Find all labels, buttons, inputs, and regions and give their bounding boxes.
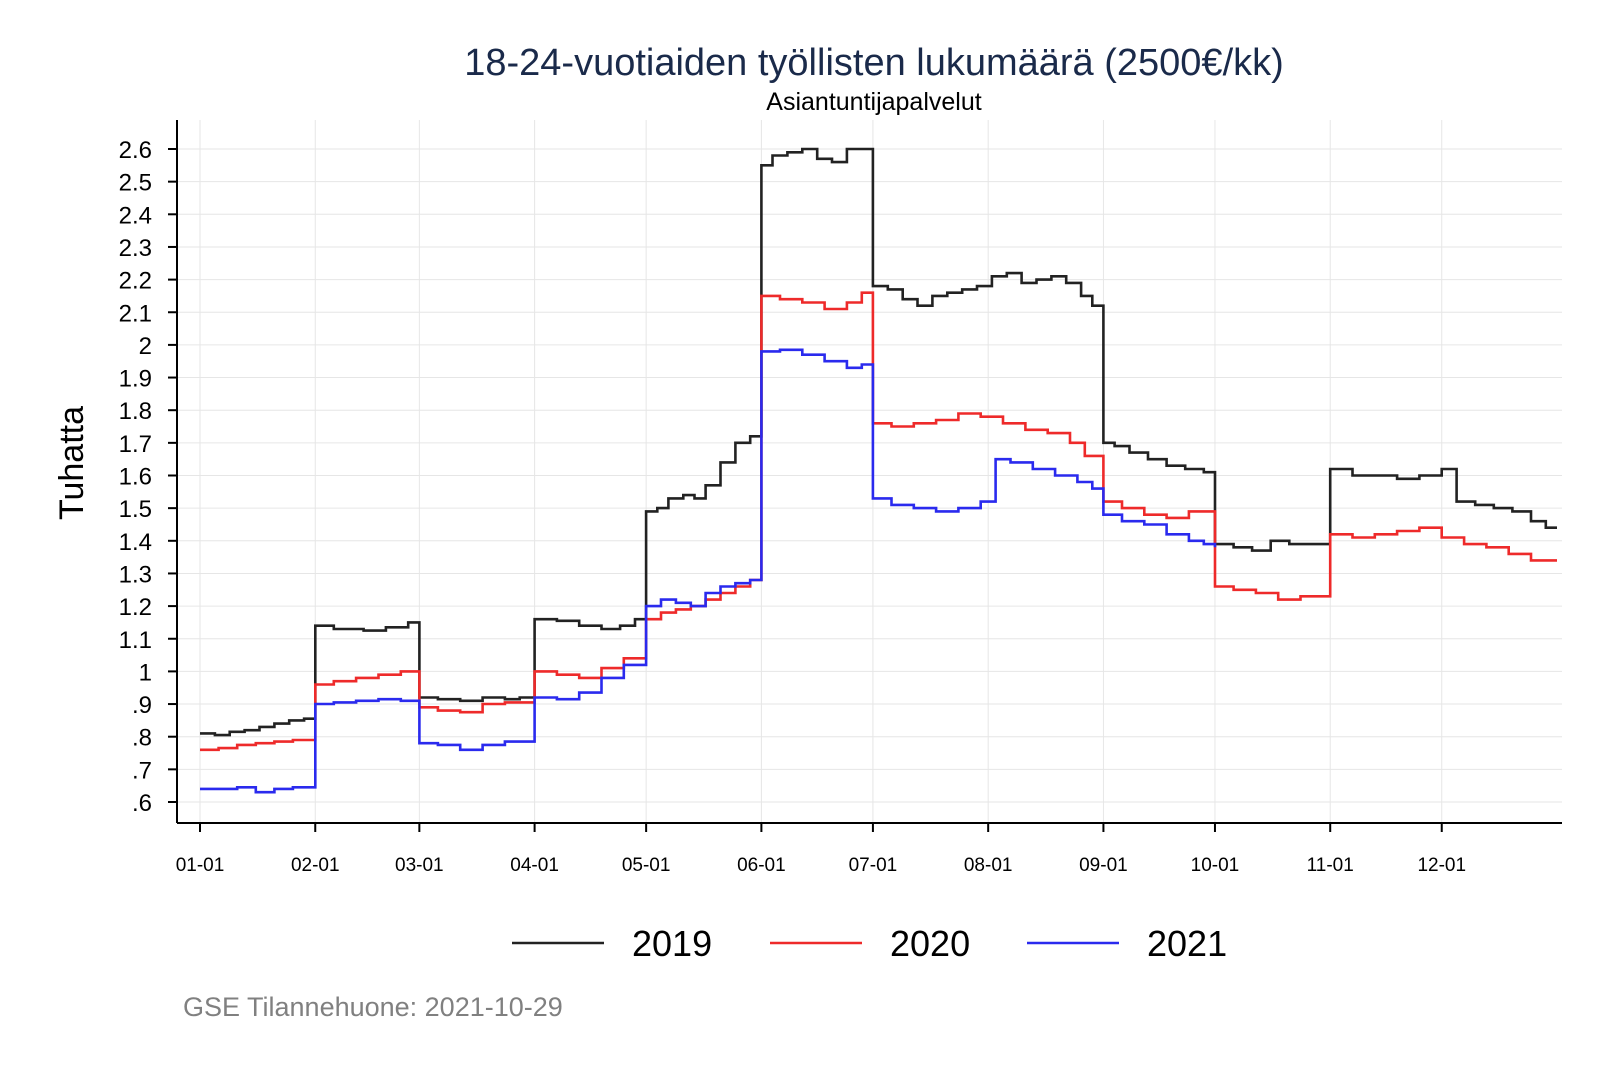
- y-axis-ticks: .6 .7 .8 .9 1 1.1 1.2 1.3 1.4 1.5 1.6 1.7 1.8 1.9 2 2.1…: [119, 137, 177, 817]
- y-tick-label: 2.1: [119, 300, 152, 327]
- y-tick-label: 1: [139, 659, 152, 686]
- grid: [177, 120, 1562, 823]
- x-tick-label: 09-01: [1079, 855, 1128, 876]
- y-tick-label: 2.3: [119, 235, 152, 262]
- y-tick-label: 2.4: [119, 202, 152, 229]
- y-tick-label: .7: [132, 757, 152, 784]
- y-tick-label: 1.8: [119, 398, 152, 425]
- x-tick-label: 02-01: [291, 855, 340, 876]
- y-tick-label: .9: [132, 692, 152, 719]
- y-tick-label: 1.9: [119, 366, 152, 393]
- series-line-2021: [200, 348, 1217, 794]
- x-tick-label: 07-01: [849, 855, 898, 876]
- y-tick-label: 2.5: [119, 170, 152, 197]
- x-tick-label: 01-01: [176, 855, 225, 876]
- x-tick-label: 03-01: [395, 855, 444, 876]
- y-tick-label: 1.4: [119, 529, 152, 556]
- legend-label-2019: 2019: [632, 923, 712, 964]
- y-tick-label: 1.6: [119, 464, 152, 491]
- series-lines: [200, 147, 1557, 794]
- y-tick-label: 1.2: [119, 594, 152, 621]
- y-tick-label: 1.5: [119, 496, 152, 523]
- x-axis-ticks: 01-01 02-01 03-01 04-01 05-01 06-01 07-01 08-01…: [176, 823, 1466, 876]
- x-tick-label: 04-01: [510, 855, 559, 876]
- y-tick-label: .6: [132, 790, 152, 817]
- y-tick-label: 2: [139, 333, 152, 360]
- y-axis-label: Tuhatta: [53, 406, 91, 520]
- series-line-2019: [200, 147, 1557, 737]
- legend: 2019 2020 2021: [512, 923, 1227, 964]
- x-tick-label: 11-01: [1307, 855, 1354, 876]
- legend-label-2021: 2021: [1147, 923, 1227, 964]
- x-tick-label: 08-01: [964, 855, 1013, 876]
- y-tick-label: .8: [132, 725, 152, 752]
- legend-label-2020: 2020: [890, 923, 970, 964]
- y-tick-label: 1.3: [119, 561, 152, 588]
- source-note: GSE Tilannehuone: 2021-10-29: [183, 992, 563, 1022]
- x-tick-label: 12-01: [1417, 855, 1466, 876]
- y-tick-label: 2.6: [119, 137, 152, 164]
- y-tick-label: 2.2: [119, 268, 152, 295]
- chart-title: 18-24-vuotiaiden työllisten lukumäärä (2…: [464, 42, 1284, 84]
- y-tick-label: 1.7: [119, 431, 152, 458]
- x-tick-label: 05-01: [622, 855, 671, 876]
- x-tick-label: 06-01: [737, 855, 786, 876]
- chart-subtitle: Asiantuntijapalvelut: [766, 88, 981, 116]
- x-tick-label: 10-01: [1191, 855, 1240, 876]
- y-tick-label: 1.1: [119, 627, 152, 654]
- series-line-2020: [200, 291, 1557, 752]
